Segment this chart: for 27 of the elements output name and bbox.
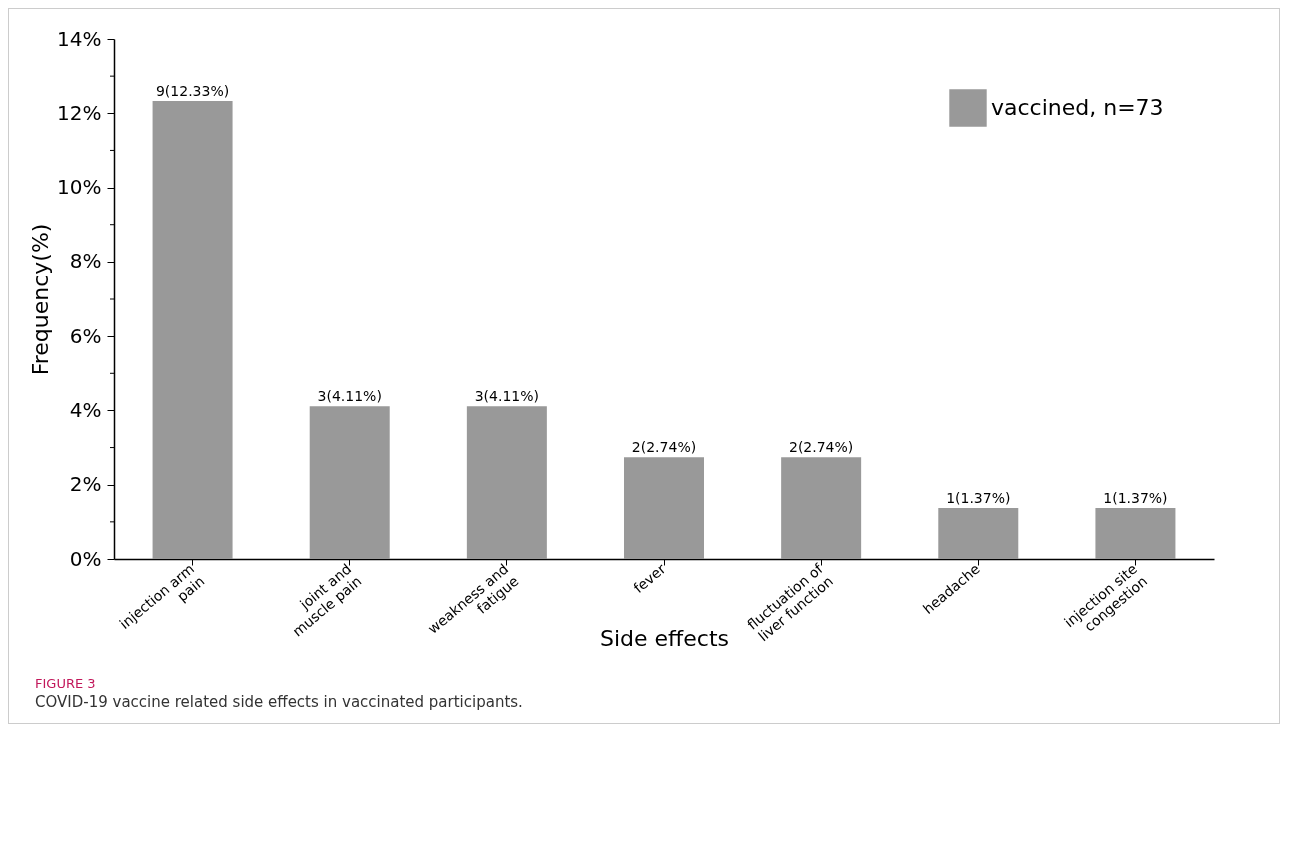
data-label: 3(4.11%) [474, 388, 540, 405]
data-label: 2(2.74%) [631, 439, 697, 456]
data-label: 1(1.37%) [946, 490, 1011, 507]
y-tick-label: 8% [69, 249, 102, 274]
y-tick-label: 10% [57, 175, 102, 200]
bar [309, 406, 390, 559]
y-tick-label: 12% [57, 100, 102, 125]
y-tick-label: 14% [57, 26, 102, 51]
y-axis-title: Frequency(%) [28, 223, 54, 376]
data-label: 3(4.11%) [317, 388, 382, 405]
legend-label: vaccined, n=73 [991, 95, 1164, 120]
bar [938, 508, 1019, 559]
data-label: 1(1.37%) [1103, 490, 1168, 507]
bar [781, 457, 862, 559]
caption: FIGURE 3 [35, 676, 97, 691]
x-axis-title: Side effects [600, 626, 729, 652]
y-tick-label: 4% [69, 397, 102, 422]
bar [152, 101, 233, 559]
y-tick-label: 6% [69, 323, 102, 348]
bar [466, 406, 547, 559]
text: COVID-19 vaccine related side effects in vaccinated participants. [35, 693, 524, 711]
data-label: 9(12.33%) [155, 83, 230, 100]
y-tick-label: 0% [69, 546, 102, 571]
data-label: 2(2.74%) [788, 439, 854, 456]
bar [624, 457, 704, 559]
y-tick-label: 2% [69, 472, 102, 497]
bar [1095, 508, 1176, 559]
